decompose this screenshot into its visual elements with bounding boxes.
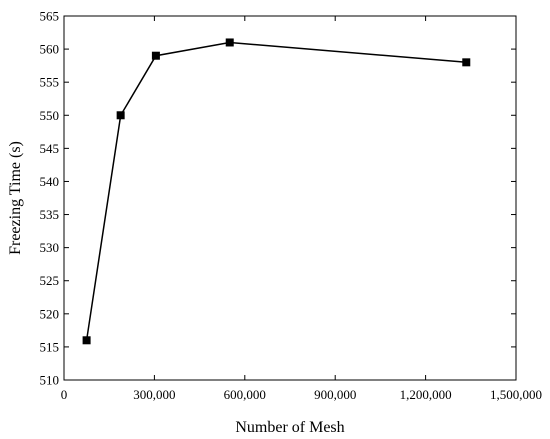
y-tick-label: 515 xyxy=(40,339,60,354)
x-tick-label: 0 xyxy=(61,387,68,402)
data-point xyxy=(225,38,234,47)
y-axis-ticks: 510 515 520 525 530 535 540 545 550 555 560 565 xyxy=(40,9,516,388)
data-point xyxy=(82,336,91,345)
y-tick-label: 535 xyxy=(40,207,60,222)
y-tick-label: 510 xyxy=(40,373,60,388)
x-tick-label: 600,000 xyxy=(224,387,266,402)
y-tick-label: 520 xyxy=(40,306,60,321)
y-tick-label: 560 xyxy=(40,42,60,57)
y-axis-title: Freezing Time (s) xyxy=(7,141,24,255)
y-tick-label: 530 xyxy=(40,240,60,255)
y-tick-label: 525 xyxy=(40,273,60,288)
series-layer xyxy=(82,38,471,345)
data-point xyxy=(116,111,125,120)
x-tick-label: 900,000 xyxy=(314,387,356,402)
x-tick-label: 1,500,000 xyxy=(490,387,542,402)
series-line xyxy=(85,41,467,341)
x-tick-label: 1,200,000 xyxy=(400,387,452,402)
y-tick-label: 545 xyxy=(40,141,60,156)
plot-frame xyxy=(63,15,517,381)
x-axis-ticks: 0 300,000 600,000 900,000 1,200,000 1,500,000 xyxy=(61,16,542,402)
y-tick-label: 565 xyxy=(40,9,60,24)
x-axis-title: Number of Mesh xyxy=(235,419,344,436)
y-tick-label: 550 xyxy=(40,108,60,123)
y-tick-label: 555 xyxy=(40,75,60,90)
y-tick-label: 540 xyxy=(40,174,60,189)
data-point xyxy=(462,58,471,67)
x-tick-label: 300,000 xyxy=(133,387,175,402)
data-point xyxy=(151,51,160,60)
